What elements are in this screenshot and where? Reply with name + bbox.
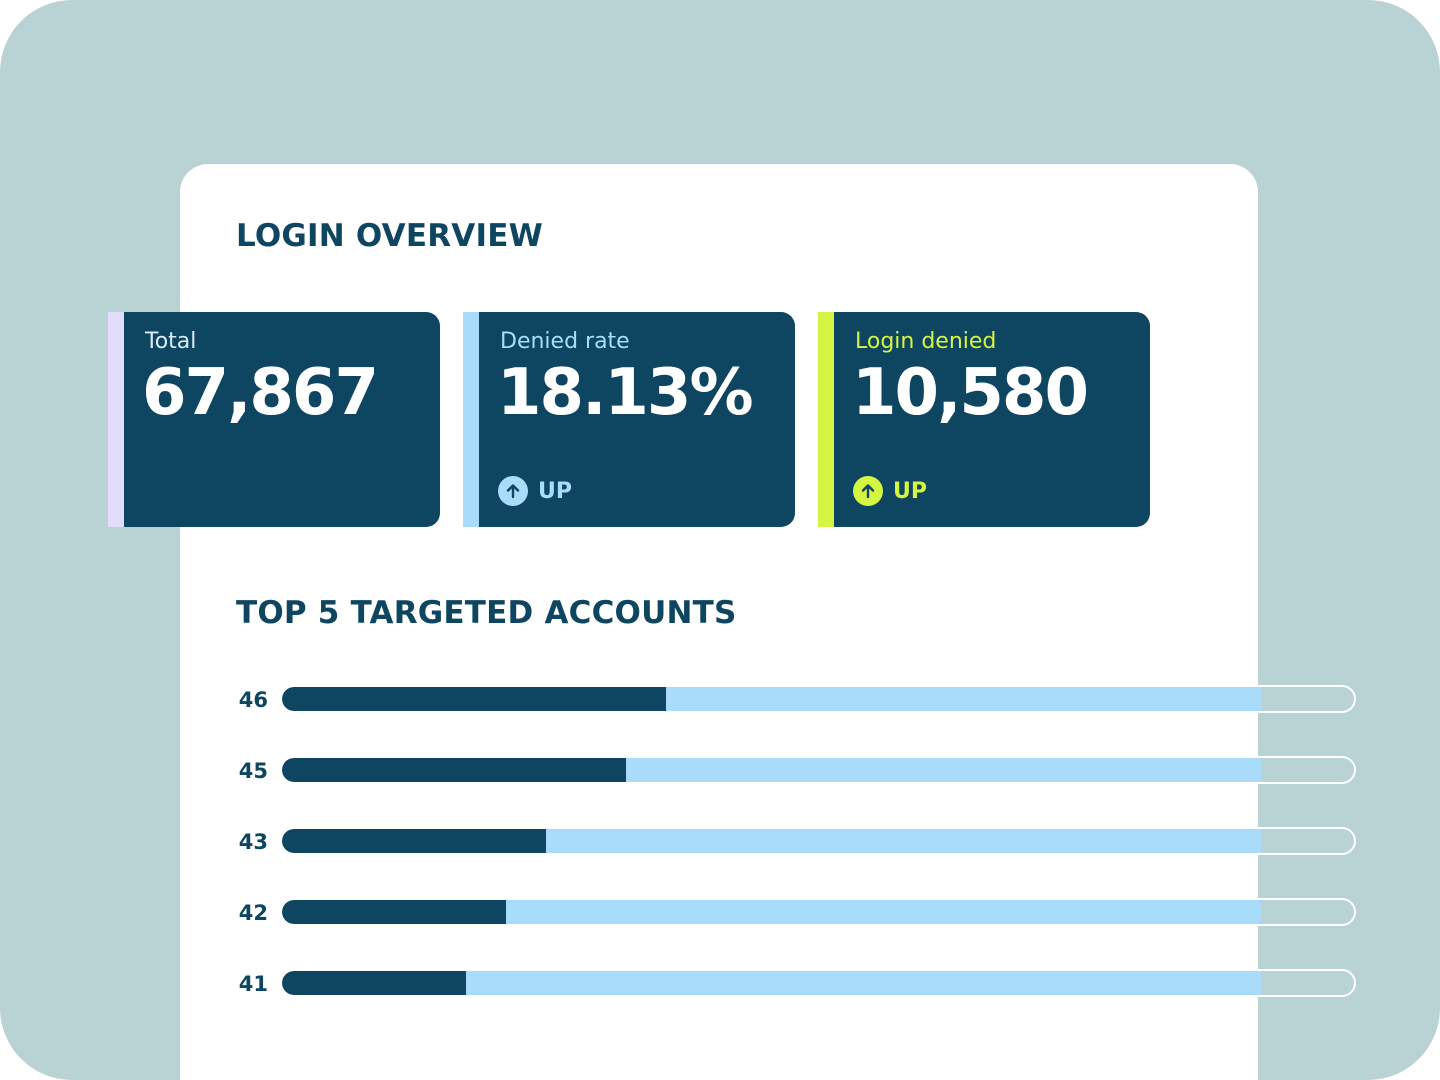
denied-rate-card[interactable]: Denied rate 18.13% UP <box>463 312 795 527</box>
card-label: Login denied <box>855 329 997 354</box>
trend-label: UP <box>538 478 572 504</box>
bar-value-label: 42 <box>238 901 268 925</box>
bar-track <box>280 898 1356 926</box>
bar-track <box>280 969 1356 997</box>
bar-value-label: 43 <box>238 830 268 854</box>
bar-value-label: 45 <box>238 759 268 783</box>
card-value: 10,580 <box>852 356 1089 430</box>
card-accent-stripe <box>108 312 124 527</box>
card-label: Total <box>145 329 197 354</box>
bar-track <box>280 756 1356 784</box>
bar-fill <box>282 758 626 782</box>
bar-value-label: 46 <box>238 688 268 712</box>
arrow-up-icon <box>853 476 883 506</box>
bar-fill <box>282 687 666 711</box>
bar-fill <box>282 971 466 995</box>
card-value: 67,867 <box>142 356 379 430</box>
bar-value-label: 41 <box>238 972 268 996</box>
bar-track <box>280 685 1356 713</box>
bar-fill <box>282 900 506 924</box>
trend-label: UP <box>893 478 927 504</box>
arrow-up-icon <box>498 476 528 506</box>
bar-track <box>280 827 1356 855</box>
total-card[interactable]: Total 67,867 <box>108 312 440 527</box>
card-accent-stripe <box>818 312 834 527</box>
top-accounts-title: TOP 5 TARGETED ACCOUNTS <box>236 595 737 631</box>
bar-fill <box>282 829 546 853</box>
login-denied-card[interactable]: Login denied 10,580 UP <box>818 312 1150 527</box>
login-overview-title: LOGIN OVERVIEW <box>236 218 543 254</box>
trend-indicator: UP <box>498 476 572 506</box>
trend-indicator: UP <box>853 476 927 506</box>
card-label: Denied rate <box>500 329 630 354</box>
card-accent-stripe <box>463 312 479 527</box>
card-value: 18.13% <box>497 356 754 430</box>
